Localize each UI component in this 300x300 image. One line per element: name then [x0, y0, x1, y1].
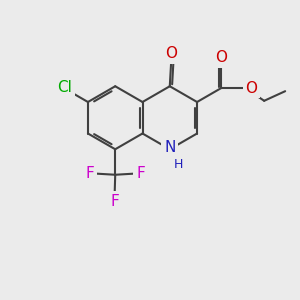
- Text: O: O: [246, 81, 258, 96]
- Text: F: F: [110, 194, 119, 209]
- Text: F: F: [85, 166, 94, 181]
- Text: H: H: [174, 158, 184, 171]
- Text: N: N: [164, 140, 176, 155]
- Text: O: O: [215, 50, 227, 65]
- Text: O: O: [165, 46, 177, 61]
- Text: F: F: [136, 166, 145, 181]
- Text: Cl: Cl: [57, 80, 72, 95]
